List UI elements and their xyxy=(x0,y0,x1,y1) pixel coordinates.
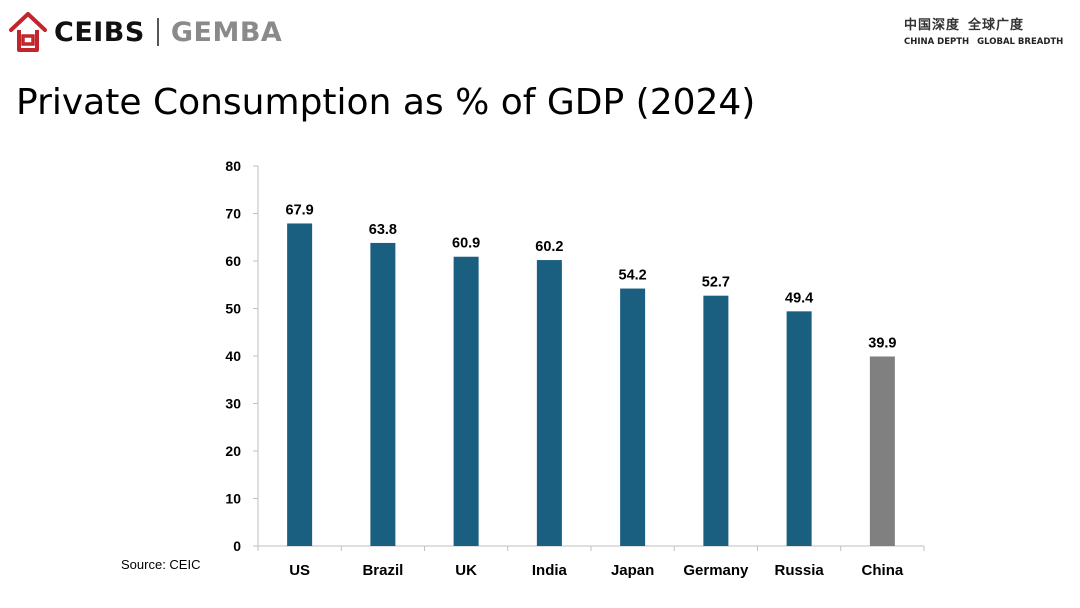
data-label-japan: 54.2 xyxy=(619,268,647,284)
data-label-uk: 60.9 xyxy=(452,236,480,252)
y-tick-label: 70 xyxy=(225,206,241,222)
data-label-brazil: 63.8 xyxy=(369,222,397,238)
data-label-germany: 52.7 xyxy=(702,275,730,291)
data-label-china: 39.9 xyxy=(868,335,896,351)
category-label-india: India xyxy=(532,562,568,579)
logo-text: CEIBS xyxy=(54,16,145,48)
data-label-us: 67.9 xyxy=(286,202,314,218)
bar-russia xyxy=(786,311,812,546)
y-tick-label: 40 xyxy=(225,348,241,364)
data-label-russia: 49.4 xyxy=(785,290,813,306)
category-label-japan: Japan xyxy=(611,562,654,579)
category-label-brazil: Brazil xyxy=(362,562,403,579)
ceibs-logo: CEIBS GEMBA xyxy=(8,8,282,56)
slide-title: Private Consumption as % of GDP (2024) xyxy=(16,82,756,123)
category-label-germany: Germany xyxy=(683,562,749,579)
category-label-uk: UK xyxy=(455,562,477,579)
category-label-china: China xyxy=(862,562,904,579)
category-label-us: US xyxy=(289,562,310,579)
bar-india xyxy=(536,260,562,546)
ceibs-emblem-icon xyxy=(9,12,47,52)
data-label-india: 60.2 xyxy=(535,239,563,255)
bar-china xyxy=(869,356,895,546)
bar-brazil xyxy=(370,242,396,546)
y-tick-label: 30 xyxy=(225,396,241,412)
bar-us xyxy=(287,223,313,546)
tagline: 中国深度 全球广度 CHINA DEPTH GLOBAL BREADTH xyxy=(904,14,1070,47)
tagline-cn-1: 中国深度 xyxy=(904,18,961,33)
bar-germany xyxy=(703,295,729,546)
logo-divider xyxy=(156,18,159,46)
tagline-english: CHINA DEPTH GLOBAL BREADTH xyxy=(904,37,1070,47)
bar-uk xyxy=(453,256,479,546)
y-tick-label: 60 xyxy=(225,253,241,269)
tagline-chinese: 中国深度 全球广度 xyxy=(904,14,1070,33)
logo-subtext: GEMBA xyxy=(170,16,283,48)
y-tick-label: 80 xyxy=(225,158,241,174)
category-label-russia: Russia xyxy=(775,562,825,579)
tagline-cn-2: 全球广度 xyxy=(968,18,1025,33)
y-tick-label: 50 xyxy=(225,301,241,317)
source-note: Source: CEIC xyxy=(121,557,201,572)
y-tick-label: 0 xyxy=(233,538,241,554)
y-tick-label: 10 xyxy=(225,491,241,507)
bar-japan xyxy=(620,288,646,546)
tagline-en-1: CHINA DEPTH xyxy=(904,37,970,47)
y-tick-label: 20 xyxy=(225,443,241,459)
tagline-en-2: GLOBAL BREADTH xyxy=(977,37,1064,47)
